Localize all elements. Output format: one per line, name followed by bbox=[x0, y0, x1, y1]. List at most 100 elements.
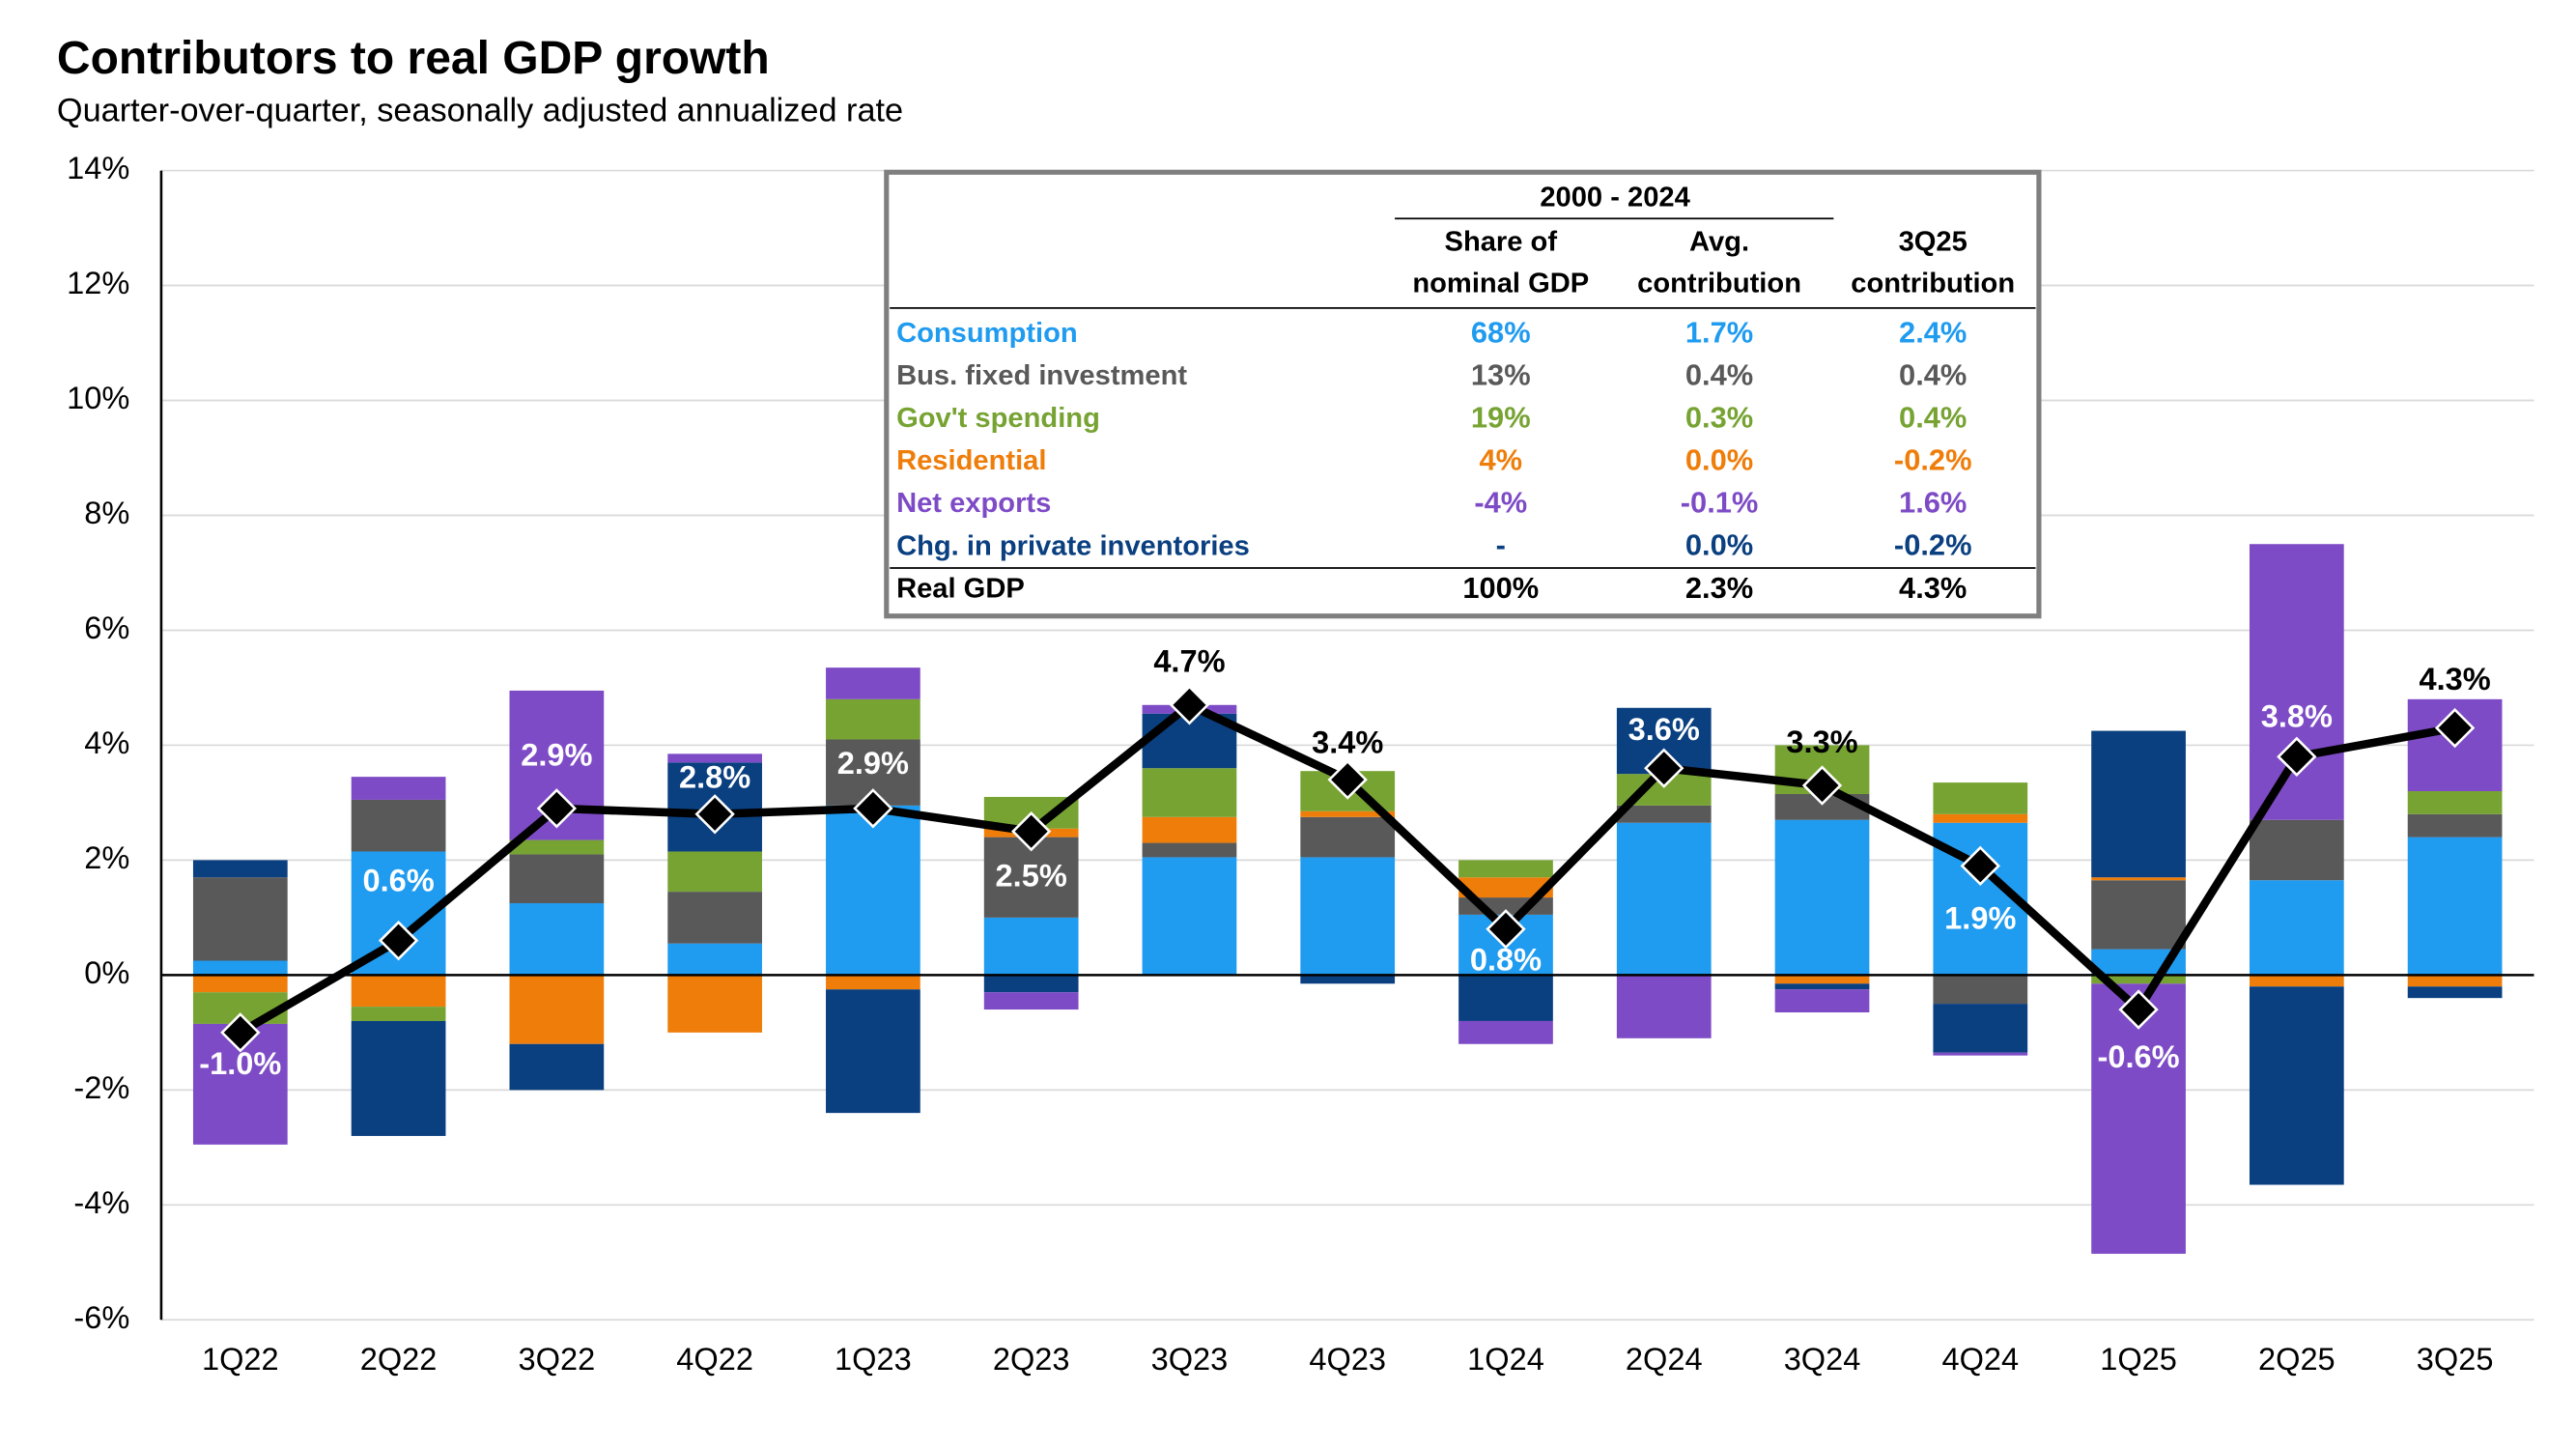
table-column-header: Share of bbox=[1445, 227, 1558, 258]
bar-segment bbox=[667, 851, 762, 893]
x-tick-label: 4Q23 bbox=[1309, 1342, 1386, 1377]
bar-segment bbox=[509, 854, 605, 904]
chart-subtitle: Quarter-over-quarter, seasonally adjuste… bbox=[57, 93, 903, 129]
table-row-label: Net exports bbox=[896, 488, 1051, 519]
x-tick-label: 2Q23 bbox=[993, 1342, 1070, 1377]
bar-segment bbox=[2249, 544, 2344, 820]
table-cell: 1.6% bbox=[1899, 486, 1967, 520]
bar-segment bbox=[983, 917, 1079, 976]
bar-segment bbox=[1933, 782, 2028, 814]
y-tick-label: 4% bbox=[84, 725, 129, 760]
y-tick-label: 10% bbox=[67, 381, 129, 415]
data-label: 2.9% bbox=[837, 746, 909, 781]
table-cell: 0.4% bbox=[1685, 357, 1753, 391]
bar-segment bbox=[1300, 857, 1396, 976]
bar-segment bbox=[1300, 975, 1396, 984]
bar-segment bbox=[1616, 822, 1712, 976]
gdp-marker bbox=[536, 788, 578, 829]
bar-segment bbox=[1458, 1020, 1553, 1044]
data-label: -0.6% bbox=[2098, 1039, 2180, 1074]
table-cell: 2.3% bbox=[1685, 571, 1753, 605]
bar-segment bbox=[351, 799, 446, 852]
gdp-marker bbox=[2118, 989, 2159, 1030]
bar-segment bbox=[2407, 791, 2503, 814]
bar-segment bbox=[2091, 730, 2186, 878]
bar-segment bbox=[509, 1043, 605, 1091]
bar-segment bbox=[351, 1007, 446, 1021]
bar-segment bbox=[2091, 877, 2186, 881]
data-label: -1.0% bbox=[199, 1046, 281, 1081]
gdp-marker bbox=[1960, 845, 2000, 887]
table-cell: -0.2% bbox=[1894, 528, 1972, 562]
bar-segment bbox=[2249, 880, 2344, 976]
bar-segment bbox=[2407, 837, 2503, 976]
gdp-marker bbox=[1169, 685, 1210, 725]
bar-segment bbox=[1300, 816, 1396, 858]
x-tick-label: 2Q25 bbox=[2258, 1342, 2335, 1377]
bar-segment bbox=[826, 805, 920, 976]
data-label: 3.8% bbox=[2261, 699, 2333, 734]
bar-segment bbox=[667, 753, 762, 763]
x-tick-label: 2Q24 bbox=[1626, 1342, 1703, 1377]
bar-segment bbox=[826, 668, 920, 699]
table-cell: 4% bbox=[1479, 443, 1522, 477]
x-tick-label: 1Q25 bbox=[2100, 1342, 2177, 1377]
table-cell: -0.1% bbox=[1681, 486, 1759, 520]
gdp-marker bbox=[2277, 736, 2317, 778]
table-box bbox=[884, 169, 2042, 619]
gdp-marker bbox=[220, 1012, 261, 1053]
bar-segment bbox=[2091, 880, 2186, 950]
data-label: 4.3% bbox=[2419, 662, 2490, 696]
x-tick-label: 1Q23 bbox=[835, 1342, 912, 1377]
x-tick-label: 3Q23 bbox=[1151, 1342, 1229, 1377]
gdp-marker bbox=[378, 921, 419, 961]
bar-segment bbox=[1142, 857, 1237, 976]
bar-segment bbox=[1142, 816, 1237, 843]
y-tick-label: -6% bbox=[73, 1300, 129, 1335]
bar-segment bbox=[351, 975, 446, 1008]
gdp-marker bbox=[1486, 909, 1526, 950]
bar-segment bbox=[2407, 975, 2503, 987]
table-cell: -4% bbox=[1474, 486, 1527, 520]
data-label: 3.4% bbox=[1312, 725, 1383, 760]
data-label: 2.8% bbox=[679, 759, 750, 794]
bar-segment bbox=[192, 975, 288, 993]
table-row-label: Consumption bbox=[896, 318, 1078, 349]
data-label: 1.9% bbox=[1944, 901, 2016, 936]
bar-segment bbox=[1300, 810, 1396, 817]
table-row-label: Residential bbox=[896, 445, 1046, 476]
bar-segment bbox=[351, 777, 446, 800]
bar-segment bbox=[1933, 1052, 2028, 1056]
bar-segment bbox=[667, 975, 762, 1033]
bar-segment bbox=[1774, 983, 1870, 990]
x-tick-label: 2Q22 bbox=[360, 1342, 438, 1377]
table-row-label: Gov't spending bbox=[896, 403, 1100, 434]
gdp-marker bbox=[694, 794, 735, 835]
table-group-header: 2000 - 2024 bbox=[1540, 182, 1690, 213]
table-column-header: contribution bbox=[1851, 269, 2015, 299]
bar-segment bbox=[2249, 819, 2344, 881]
bar-segment bbox=[983, 975, 1079, 993]
x-tick-label: 1Q24 bbox=[1467, 1342, 1544, 1377]
bar-segment bbox=[509, 839, 605, 855]
bar-segment bbox=[1933, 813, 2028, 823]
y-tick-label: 8% bbox=[84, 496, 129, 530]
gdp-marker bbox=[1010, 810, 1052, 852]
table-cell: 2.4% bbox=[1899, 315, 1967, 349]
y-tick-label: 2% bbox=[84, 840, 129, 875]
table-row-label: Real GDP bbox=[896, 573, 1025, 604]
bar-segment bbox=[1458, 975, 1553, 1021]
table-cell: 68% bbox=[1471, 315, 1531, 349]
bar-segment bbox=[1616, 805, 1712, 823]
table-row-label: Bus. fixed investment bbox=[896, 360, 1187, 391]
table-column-header: 3Q25 bbox=[1899, 227, 1967, 258]
bar-segment bbox=[1933, 1004, 2028, 1053]
bar-segment bbox=[192, 860, 288, 878]
chart-title: Contributors to real GDP growth bbox=[57, 33, 770, 84]
table-cell: - bbox=[1496, 528, 1506, 562]
y-tick-label: 0% bbox=[84, 955, 129, 990]
bar-segment bbox=[1933, 975, 2028, 1005]
bar-segment bbox=[826, 989, 920, 1114]
table-cell: 0.4% bbox=[1899, 357, 1967, 391]
